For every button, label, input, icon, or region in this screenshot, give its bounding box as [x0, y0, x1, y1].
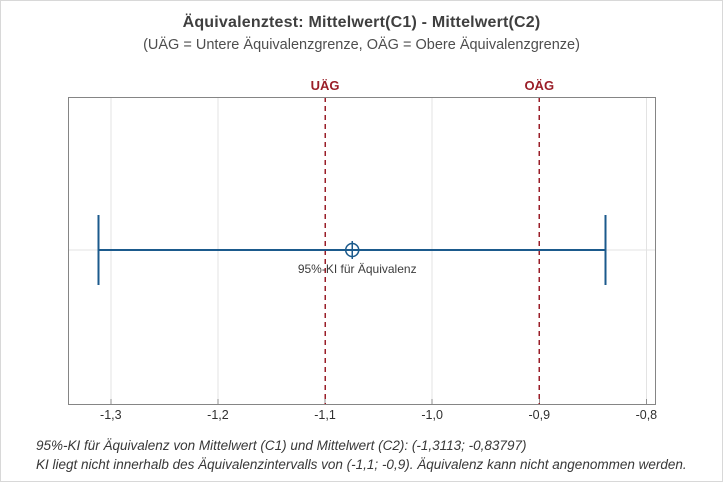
plot-frame: [68, 97, 656, 405]
x-axis-tick-label: -0,9: [528, 408, 551, 422]
x-axis-tick-label: -1,1: [314, 408, 336, 422]
x-axis-tick-label: -0,8: [635, 408, 658, 422]
footer-conclusion-line: KI liegt nicht innerhalb des Äquivalenzi…: [36, 457, 687, 472]
x-axis-tick-label: -1,3: [100, 408, 122, 422]
chart-title: Äquivalenztest: Mittelwert(C1) - Mittelw…: [182, 14, 541, 31]
interval-label: 95%-KI für Äquivalenz: [297, 262, 417, 276]
plot-svg: [68, 97, 656, 405]
x-axis-tick-label: -1,2: [207, 408, 229, 422]
footer-result-line: 95%-KI für Äquivalenz von Mittelwert (C1…: [36, 438, 527, 453]
chart-subtitle: (UÄG = Untere Äquivalenzgrenze, OÄG = Ob…: [143, 37, 580, 53]
x-axis-tick-label: -1,0: [421, 408, 443, 422]
upper-limit-label: OÄG: [524, 78, 555, 93]
lower-limit-label: UÄG: [310, 78, 340, 93]
